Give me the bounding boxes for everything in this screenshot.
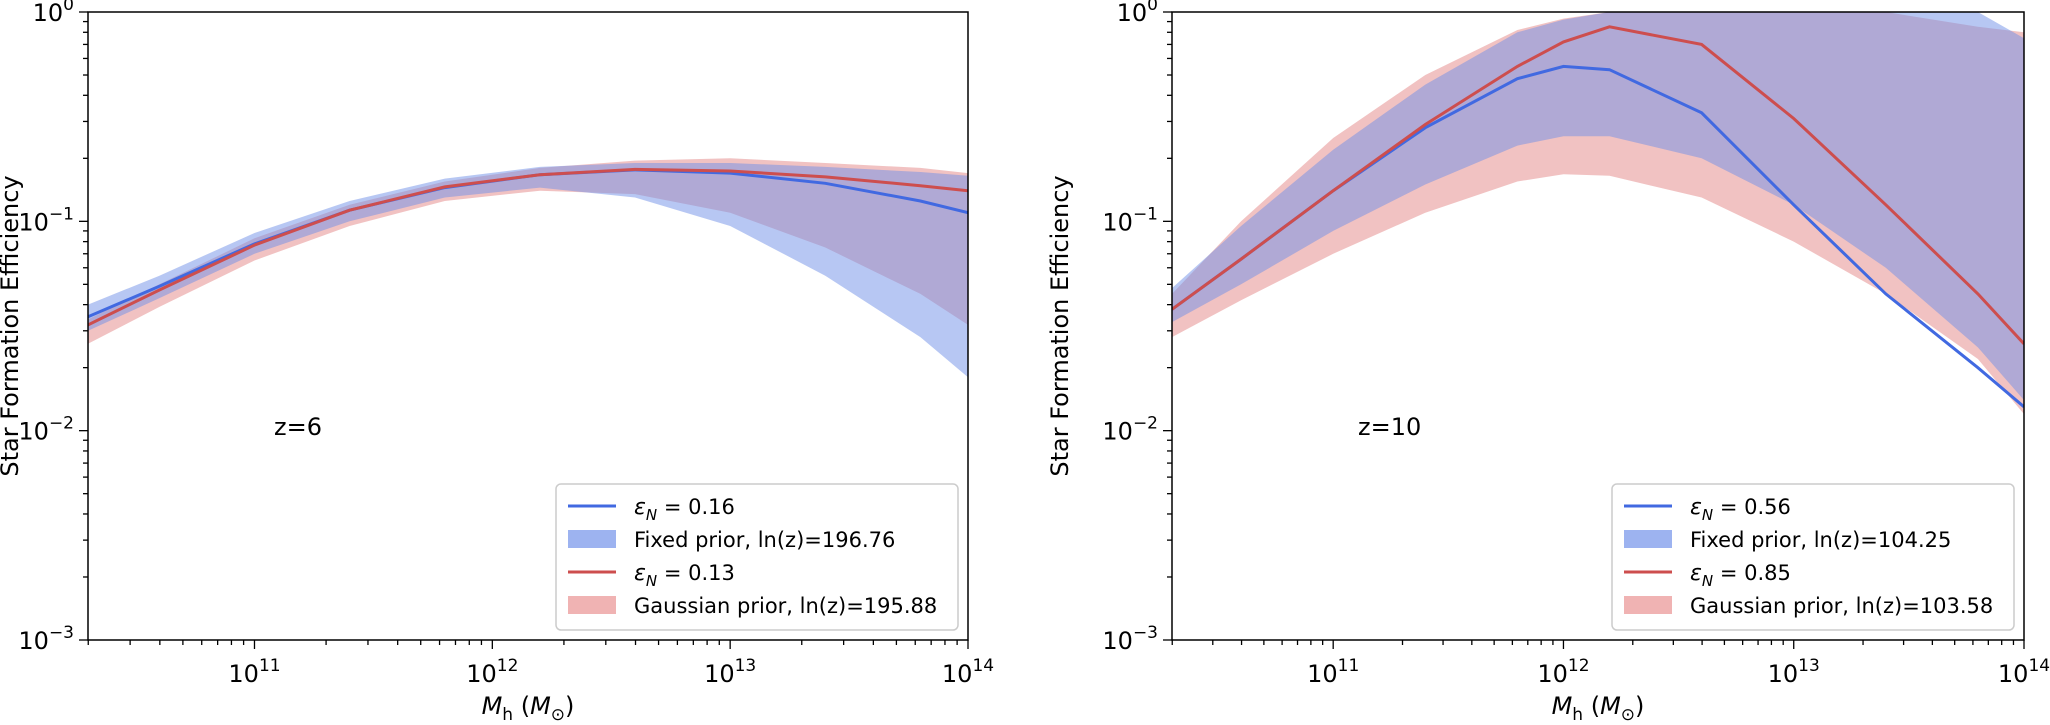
legend-patch-swatch [1624,530,1672,548]
y-tick-label: 10−2 [18,414,74,446]
x-tick-label: 1014 [1998,656,2050,688]
x-axis-label: Mh (M⊙) [482,692,575,725]
plot-area [1172,12,2024,415]
legend-label: Gaussian prior, ln(z)=103.58 [1690,594,1993,618]
series-line-3 [88,167,968,327]
y-axis-label: Star Formation Efficiency [1046,175,1074,476]
y-tick-label: 10−3 [18,623,74,655]
legend-item: εN = 0.13 [568,561,735,590]
y-tick-label: 100 [33,0,74,27]
panel-left: 1011 1012 1013 1014 10−3 10−2 10−1 100 Mh (M⊙) St… [0,0,994,725]
legend-label: εN = 0.56 [1690,495,1791,524]
axes-frame [1171,11,2025,641]
x-axis-label: Mh (M⊙) [1552,692,1645,725]
plot-area [88,158,968,378]
x-tick-label: 1011 [1307,656,1359,688]
redshift-annotation: z=6 [274,413,322,441]
series-line-3 [1172,25,2024,345]
legend-box [555,483,959,631]
x-tick-label: 1014 [942,656,994,688]
legend-patch-swatch [568,596,616,614]
legend-label: Fixed prior, ln(z)=104.25 [1690,528,1951,552]
legend-item: εN = 0.56 [1624,495,1791,524]
x-tick-label: 1013 [704,656,756,688]
legend-label: Fixed prior, ln(z)=196.76 [634,528,895,552]
redshift-annotation: z=10 [1358,413,1421,441]
y-tick-label: 10−2 [1102,414,1158,446]
y-tick-label: 10−1 [1102,204,1158,236]
legend-item: Gaussian prior, ln(z)=103.58 [1624,594,1993,618]
x-tick-label: 1011 [228,656,280,688]
y-tick-label: 10−3 [1102,623,1158,655]
x-tick-label: 1012 [466,656,518,688]
legend-item: Gaussian prior, ln(z)=195.88 [568,594,937,618]
axes-frame [87,11,969,641]
legend-item: εN = 0.16 [568,495,735,524]
panel-right: 1011 1012 1013 1014 10−3 10−2 10−1 100 Mh (M⊙) St… [1046,0,2050,725]
legend: εN = 0.56 Fixed prior, ln(z)=104.25 εN = 0… [1611,483,2015,631]
y-axis-label: Star Formation Efficiency [0,175,24,476]
legend-item: Fixed prior, ln(z)=104.25 [1624,528,1951,552]
legend-box [1611,483,2015,631]
legend-label: εN = 0.85 [1690,561,1791,590]
x-tick-label: 1012 [1537,656,1589,688]
y-tick-label: 100 [1117,0,1158,27]
band-1 [1172,12,2024,401]
legend-patch-swatch [568,530,616,548]
legend-label: εN = 0.16 [634,495,735,524]
legend-patch-swatch [1624,596,1672,614]
x-tick-label: 1013 [1768,656,1820,688]
legend-label: εN = 0.13 [634,561,735,590]
band-1 [88,163,968,378]
y-tick-label: 10−1 [18,204,74,236]
legend-item: εN = 0.85 [1624,561,1791,590]
legend-item: Fixed prior, ln(z)=196.76 [568,528,895,552]
legend-label: Gaussian prior, ln(z)=195.88 [634,594,937,618]
legend: εN = 0.16 Fixed prior, ln(z)=196.76 εN = 0… [555,483,959,631]
